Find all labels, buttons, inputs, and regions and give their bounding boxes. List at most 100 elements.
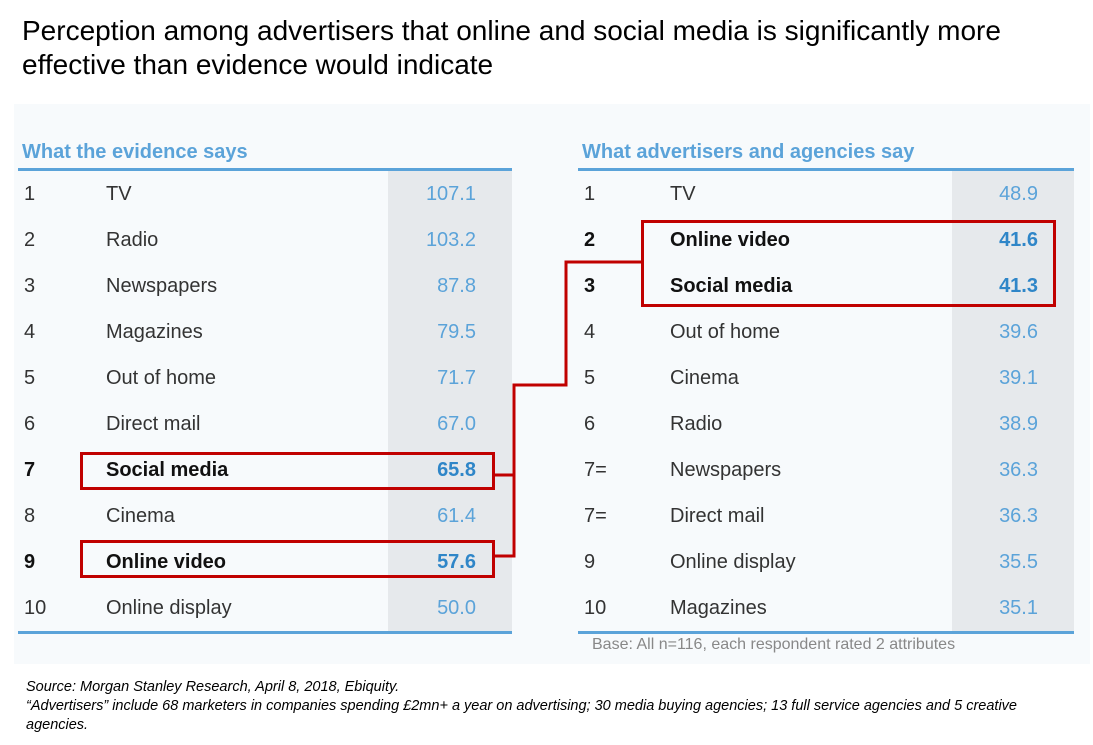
advertisers-row-rank: 1: [584, 183, 596, 205]
evidence-table-title: What the evidence says: [22, 141, 248, 163]
advertisers-row-rank: 3: [584, 275, 596, 297]
evidence-row: 5 Out of home 71.7: [18, 355, 512, 401]
advertisers-table-top-rule: [578, 168, 1074, 171]
evidence-row-label: Radio: [106, 229, 159, 251]
advertisers-row: 9 Online display 35.5: [578, 539, 1074, 585]
evidence-table-rows: 1 TV 107.1 2 Radio 103.2 3 Newspapers 87.8 4 Magaz…: [18, 171, 512, 631]
advertisers-row-value: 35.1: [999, 597, 1038, 619]
advertisers-row-label: Online video: [670, 229, 791, 251]
advertisers-row-rank: 7=: [584, 459, 607, 481]
evidence-row-rank: 10: [24, 597, 47, 619]
source-line-1: Source: Morgan Stanley Research, April 8…: [26, 679, 400, 695]
advertisers-row: 7= Direct mail 36.3: [578, 493, 1074, 539]
evidence-row: 9 Online video 57.6: [18, 539, 512, 585]
evidence-row-value: 71.7: [437, 367, 476, 389]
evidence-row: 4 Magazines 79.5: [18, 309, 512, 355]
evidence-row-rank: 6: [24, 413, 36, 435]
advertisers-row-value: 41.3: [999, 275, 1038, 297]
evidence-row-value: 107.1: [425, 183, 476, 205]
evidence-row-label: TV: [106, 183, 132, 205]
advertisers-table-bottom-rule: [578, 631, 1074, 634]
evidence-row: 6 Direct mail 67.0: [18, 401, 512, 447]
evidence-row-value: 57.6: [437, 551, 476, 573]
evidence-row: 8 Cinema 61.4: [18, 493, 512, 539]
evidence-row-value: 67.0: [437, 413, 476, 435]
evidence-row-value: 87.8: [437, 275, 476, 297]
evidence-row-label: Social media: [106, 459, 229, 481]
advertisers-row-value: 36.3: [999, 459, 1038, 481]
advertisers-row-value: 41.6: [999, 229, 1038, 251]
advertisers-row-label: Magazines: [670, 597, 767, 619]
advertisers-row-rank: 7=: [584, 505, 607, 527]
advertisers-row: 4 Out of home 39.6: [578, 309, 1074, 355]
evidence-row-label: Online display: [106, 597, 232, 619]
evidence-table-top-rule: [18, 168, 512, 171]
evidence-row-rank: 8: [24, 505, 36, 527]
evidence-value-column: [388, 171, 512, 631]
advertisers-row-value: 48.9: [999, 183, 1038, 205]
advertisers-row: 3 Social media 41.3: [578, 263, 1074, 309]
evidence-table-bottom-rule: [18, 631, 512, 634]
evidence-row-rank: 5: [24, 367, 36, 389]
advertisers-row-label: Cinema: [670, 367, 739, 389]
evidence-row-label: Out of home: [106, 367, 217, 389]
evidence-row-label: Newspapers: [106, 275, 218, 297]
highlight-box-online-video-evidence: [80, 540, 495, 578]
advertisers-row: 5 Cinema 39.1: [578, 355, 1074, 401]
advertisers-row-label: Direct mail: [670, 505, 765, 527]
evidence-row-value: 50.0: [437, 597, 476, 619]
highlight-box-advertisers-top: [641, 220, 1056, 307]
connector-social-media: [494, 260, 642, 477]
advertisers-row-rank: 4: [584, 321, 596, 343]
connector-online-video: [494, 475, 516, 558]
advertisers-row-rank: 6: [584, 413, 596, 435]
advertisers-row-label: Radio: [670, 413, 723, 435]
base-note: Base: All n=116, each respondent rated 2…: [592, 636, 956, 653]
advertisers-row-rank: 5: [584, 367, 596, 389]
advertisers-table-title: What advertisers and agencies say: [582, 141, 915, 163]
source-line-2: “Advertisers” include 68 marketers in co…: [26, 698, 1017, 733]
evidence-row-value: 61.4: [437, 505, 476, 527]
advertisers-row: 10 Magazines 35.1: [578, 585, 1074, 631]
highlight-box-social-media-evidence: [80, 452, 495, 490]
evidence-table: What the evidence says 1 TV 107.1 2 Radio 103…: [18, 138, 512, 634]
evidence-row: 1 TV 107.1: [18, 171, 512, 217]
evidence-row: 10 Online display 50.0: [18, 585, 512, 631]
evidence-row-label: Cinema: [106, 505, 175, 527]
advertisers-row: 2 Online video 41.6: [578, 217, 1074, 263]
advertisers-row-value: 35.5: [999, 551, 1038, 573]
evidence-row-value: 65.8: [437, 459, 476, 481]
advertisers-row-label: Social media: [670, 275, 793, 297]
evidence-row-label: Direct mail: [106, 413, 201, 435]
evidence-row-rank: 3: [24, 275, 36, 297]
advertisers-row: 6 Radio 38.9: [578, 401, 1074, 447]
evidence-row: 2 Radio 103.2: [18, 217, 512, 263]
advertisers-row-value: 39.1: [999, 367, 1038, 389]
evidence-row-value: 79.5: [437, 321, 476, 343]
evidence-row-value: 103.2: [425, 229, 476, 251]
evidence-row-rank: 4: [24, 321, 36, 343]
evidence-row-label: Magazines: [106, 321, 203, 343]
advertisers-row-label: Out of home: [670, 321, 781, 343]
advertisers-row-rank: 9: [584, 551, 596, 573]
evidence-row-rank: 1: [24, 183, 36, 205]
evidence-row-rank: 2: [24, 229, 36, 251]
advertisers-row-value: 38.9: [999, 413, 1038, 435]
advertisers-row-value: 36.3: [999, 505, 1038, 527]
evidence-row: 7 Social media 65.8: [18, 447, 512, 493]
advertisers-row: 1 TV 48.9: [578, 171, 1074, 217]
advertisers-row-label: Newspapers: [670, 459, 782, 481]
evidence-row-rank: 7: [24, 459, 36, 481]
advertisers-row: 7= Newspapers 36.3: [578, 447, 1074, 493]
advertisers-row-label: Online display: [670, 551, 796, 573]
source-note: Source: Morgan Stanley Research, April 8…: [26, 678, 1076, 735]
evidence-row-rank: 9: [24, 551, 36, 573]
advertisers-row-rank: 2: [584, 229, 596, 251]
page-title: Perception among advertisers that online…: [22, 15, 1001, 80]
evidence-row-label: Online video: [106, 551, 227, 573]
advertisers-row-label: TV: [670, 183, 696, 205]
advertisers-row-value: 39.6: [999, 321, 1038, 343]
advertisers-row-rank: 10: [584, 597, 607, 619]
evidence-row: 3 Newspapers 87.8: [18, 263, 512, 309]
